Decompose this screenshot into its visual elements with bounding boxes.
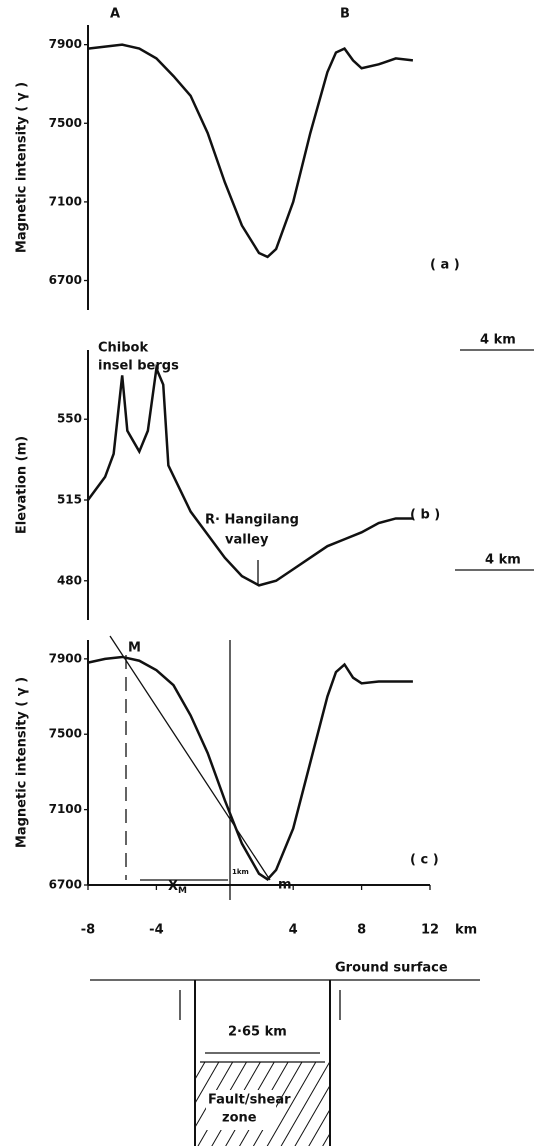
x-tick-label: -8 [81,923,95,938]
y-tick-label: 515 [57,493,82,507]
figure: A B ( a ) 4 km Chibok insel bergs R· Han… [0,0,534,1146]
y-tick-label: 7500 [49,116,82,130]
x-tick-label: 4 [289,923,298,938]
y-axis-label: Magnetic intensity ( γ ) [15,82,30,253]
label-a-point: A [110,7,120,22]
scale-label: 4 km [480,333,516,348]
y-tick-label: 480 [57,573,82,587]
panel-label: ( b ) [410,508,440,523]
x-tick-label: 8 [357,923,366,938]
unit-mark: 1km [232,868,249,876]
x-tick-label: 12 [421,923,439,938]
y-tick-label: 550 [57,412,82,426]
max-label: M [128,641,141,656]
valley-label: R· Hangilang [205,513,299,528]
y-tick-label: 7100 [49,194,82,208]
width-label: 2·65 km [228,1025,287,1040]
zone-label: zone [222,1111,257,1126]
data-line [88,368,413,585]
distance-label: XM [168,879,187,896]
peaks-label: Chibok [98,341,148,356]
ground-label: Ground surface [335,961,448,976]
y-tick-label: 7100 [49,802,82,816]
valley-label: valley [225,533,269,548]
y-tick-label: 6700 [49,878,82,892]
panel-label: ( c ) [410,853,439,868]
x-tick-label: -4 [149,923,163,938]
peaks-label: insel bergs [98,359,179,374]
y-tick-label: 7900 [49,651,82,665]
y-axis-label: Elevation (m) [15,436,30,534]
data-line [88,45,413,257]
x-unit: km [455,923,477,938]
data-line [88,657,413,879]
zone-label: Fault/shear [208,1093,291,1108]
panel-label: ( a ) [430,258,460,273]
y-axis-label: Magnetic intensity ( γ ) [15,677,30,848]
y-tick-label: 7500 [49,727,82,741]
distance-sub: M [178,886,187,896]
construction-line [110,636,270,880]
label-b-point: B [340,7,350,22]
y-tick-label: 7900 [49,37,82,51]
scale-label: 4 km [485,553,521,568]
y-tick-label: 6700 [49,273,82,287]
